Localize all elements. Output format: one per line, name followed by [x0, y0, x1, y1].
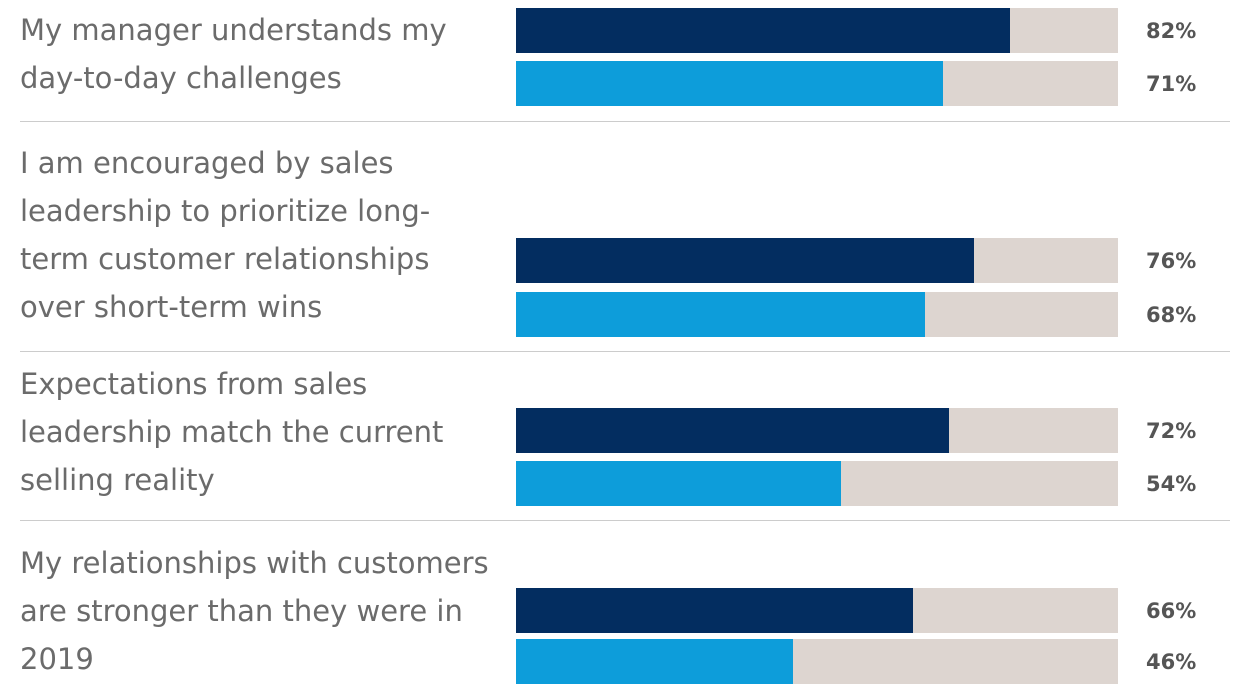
- category-label: My manager understands my day-to-day cha…: [20, 13, 447, 95]
- bar: [516, 461, 842, 506]
- value-label: 46%: [1146, 650, 1197, 674]
- bar: [516, 639, 793, 684]
- category-label: I am encouraged by sales leadership to p…: [20, 146, 431, 324]
- category-label: Expectations from sales leadership match…: [20, 367, 444, 497]
- category-label: My relationships with customers are stro…: [20, 546, 489, 676]
- value-label: 71%: [1146, 72, 1197, 96]
- bar: [516, 61, 944, 106]
- value-label: 54%: [1146, 472, 1197, 496]
- separator: [20, 351, 1230, 352]
- value-label: 66%: [1146, 599, 1197, 623]
- separator: [20, 520, 1230, 521]
- bar: [516, 8, 1010, 53]
- separator: [20, 121, 1230, 122]
- value-label: 68%: [1146, 303, 1197, 327]
- bar: [516, 408, 950, 453]
- bar: [516, 238, 974, 283]
- value-label: 76%: [1146, 249, 1197, 273]
- bar: [516, 588, 914, 633]
- value-label: 82%: [1146, 19, 1197, 43]
- value-label: 72%: [1146, 419, 1197, 443]
- bar: [516, 292, 926, 337]
